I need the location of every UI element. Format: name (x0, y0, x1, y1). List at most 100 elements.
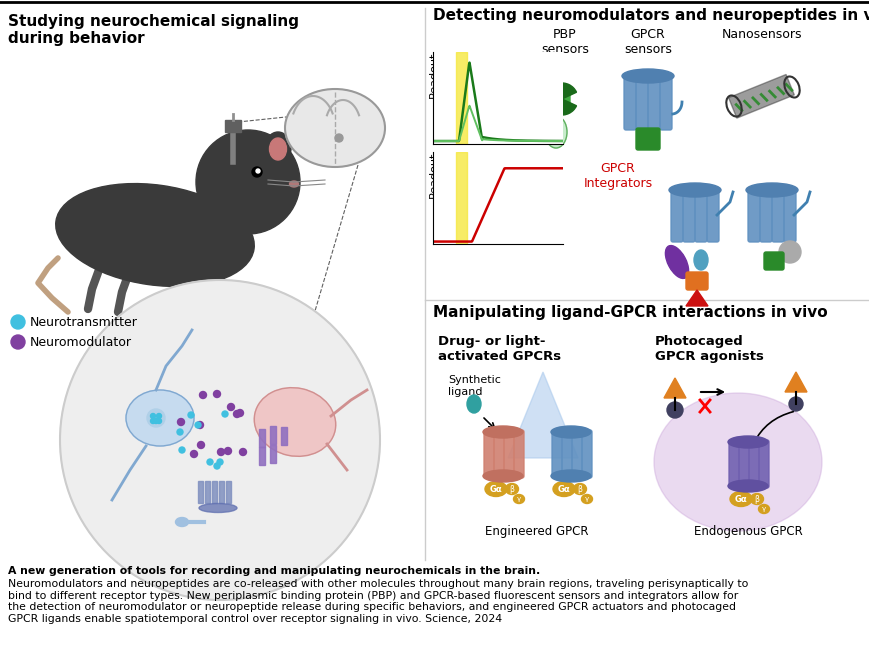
Bar (727, 74, 793, 118)
Circle shape (224, 448, 231, 455)
Text: GPCR
sensors: GPCR sensors (623, 28, 671, 56)
Text: Studying neurochemical signaling
during behavior: Studying neurochemical signaling during … (8, 14, 299, 46)
Wedge shape (546, 83, 576, 115)
Ellipse shape (750, 493, 763, 504)
Bar (281, 427, 287, 445)
FancyBboxPatch shape (670, 188, 682, 242)
Circle shape (60, 280, 380, 600)
Ellipse shape (505, 484, 518, 495)
Text: Gα: Gα (489, 484, 501, 493)
Text: β: β (753, 495, 759, 504)
FancyBboxPatch shape (686, 272, 707, 290)
Circle shape (214, 463, 220, 469)
Circle shape (216, 459, 222, 465)
Ellipse shape (126, 390, 194, 446)
FancyBboxPatch shape (771, 188, 783, 242)
Ellipse shape (745, 183, 797, 197)
FancyBboxPatch shape (647, 74, 660, 130)
Ellipse shape (467, 395, 481, 413)
Circle shape (199, 392, 206, 399)
Circle shape (150, 413, 156, 419)
Bar (269, 426, 275, 444)
FancyBboxPatch shape (682, 188, 694, 242)
Circle shape (236, 410, 243, 417)
Text: Nanosensors: Nanosensors (721, 28, 801, 41)
Circle shape (147, 409, 165, 427)
Text: Agonist: Agonist (443, 56, 488, 69)
Bar (259, 429, 265, 447)
FancyBboxPatch shape (514, 430, 523, 478)
FancyBboxPatch shape (483, 430, 494, 478)
Polygon shape (784, 372, 806, 392)
Circle shape (11, 335, 25, 349)
Ellipse shape (665, 246, 687, 279)
Polygon shape (686, 290, 707, 306)
Text: Drug- or light-
activated GPCRs: Drug- or light- activated GPCRs (437, 335, 561, 363)
Text: Detecting neuromodulators and neuropeptides in vivo: Detecting neuromodulators and neuropepti… (433, 8, 869, 23)
Text: Neuromodulator: Neuromodulator (30, 335, 132, 348)
Circle shape (233, 410, 240, 417)
Circle shape (190, 450, 197, 457)
FancyBboxPatch shape (494, 430, 503, 478)
FancyBboxPatch shape (738, 440, 748, 488)
Ellipse shape (482, 470, 522, 482)
FancyBboxPatch shape (783, 188, 795, 242)
FancyBboxPatch shape (748, 440, 758, 488)
FancyBboxPatch shape (551, 430, 561, 478)
Ellipse shape (176, 517, 189, 526)
Text: Gα: Gα (557, 484, 570, 493)
Text: Endogenous GPCR: Endogenous GPCR (693, 525, 801, 538)
Bar (225, 120, 241, 132)
Bar (226, 481, 231, 503)
Text: γ: γ (761, 506, 766, 512)
Ellipse shape (484, 482, 507, 497)
Text: Neurotransmitter: Neurotransmitter (30, 315, 137, 328)
Circle shape (195, 422, 201, 428)
FancyBboxPatch shape (571, 430, 581, 478)
Circle shape (188, 412, 194, 418)
Circle shape (207, 459, 213, 465)
FancyBboxPatch shape (534, 76, 555, 98)
Text: Synthetic
ligand: Synthetic ligand (448, 375, 501, 397)
Text: Readout: Readout (428, 52, 439, 98)
Circle shape (11, 315, 25, 329)
FancyBboxPatch shape (760, 188, 771, 242)
FancyBboxPatch shape (635, 74, 647, 130)
Text: Engineered GPCR: Engineered GPCR (485, 525, 588, 538)
Bar (219, 481, 223, 503)
FancyBboxPatch shape (706, 188, 718, 242)
Ellipse shape (265, 132, 290, 164)
Bar (212, 481, 216, 503)
Circle shape (176, 429, 182, 435)
Ellipse shape (544, 116, 567, 148)
FancyBboxPatch shape (747, 188, 760, 242)
Text: PBP
sensors: PBP sensors (541, 28, 588, 56)
Circle shape (177, 419, 184, 426)
Bar (269, 445, 275, 463)
Ellipse shape (482, 426, 522, 438)
Ellipse shape (550, 426, 590, 438)
Ellipse shape (513, 495, 524, 504)
Text: β: β (509, 484, 514, 493)
FancyBboxPatch shape (623, 74, 635, 130)
Polygon shape (507, 372, 577, 458)
Ellipse shape (573, 484, 586, 495)
Ellipse shape (653, 393, 821, 531)
Circle shape (227, 404, 235, 410)
FancyBboxPatch shape (763, 252, 783, 270)
Circle shape (239, 448, 246, 455)
Ellipse shape (580, 495, 592, 504)
Text: γ: γ (584, 496, 588, 502)
Circle shape (179, 447, 185, 453)
Circle shape (196, 421, 203, 428)
Text: Readout: Readout (428, 152, 439, 198)
Ellipse shape (727, 436, 767, 448)
FancyBboxPatch shape (561, 430, 571, 478)
FancyBboxPatch shape (694, 188, 706, 242)
Circle shape (196, 130, 300, 234)
Ellipse shape (550, 470, 590, 482)
Circle shape (255, 169, 260, 173)
FancyBboxPatch shape (758, 440, 768, 488)
Ellipse shape (285, 89, 385, 167)
Circle shape (153, 419, 158, 424)
